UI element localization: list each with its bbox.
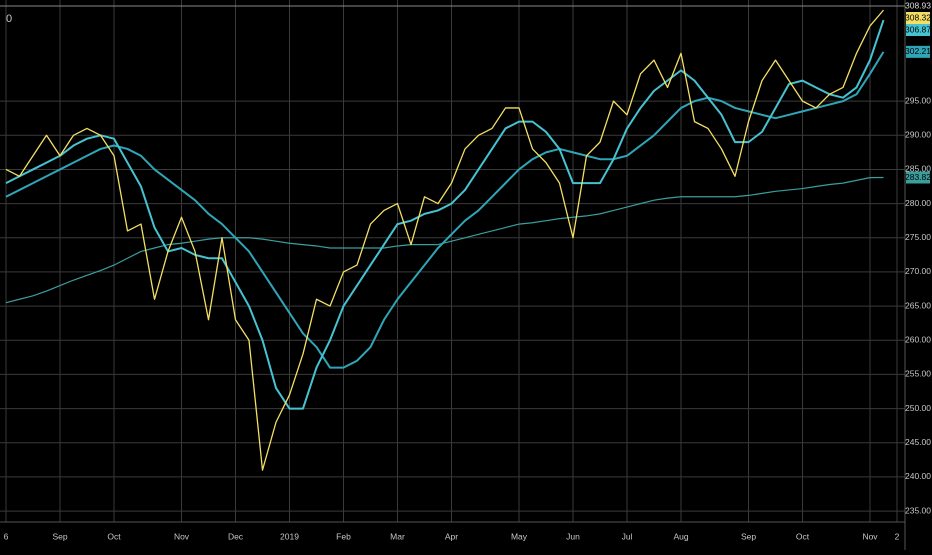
y-tick-label: 290.00 — [905, 130, 931, 140]
x-tick-label: Jun — [566, 531, 580, 541]
price-tag — [906, 0, 930, 12]
y-tick-label: 275.00 — [905, 232, 931, 242]
x-tick-label: Mar — [390, 531, 405, 541]
y-tick-label: 255.00 — [905, 369, 931, 379]
y-tick-label: 270.00 — [905, 266, 931, 276]
y-tick-label: 245.00 — [905, 437, 931, 447]
price-tag-label: 306.87 — [905, 24, 931, 34]
price-tag-label: 283.82 — [905, 172, 931, 182]
y-tick-label: 235.00 — [905, 505, 931, 515]
y-tick-label: 240.00 — [905, 471, 931, 481]
x-tick-label: Oct — [796, 531, 810, 541]
x-tick-label: Sep — [741, 531, 756, 541]
y-tick-label: 260.00 — [905, 335, 931, 345]
y-tick-label: 250.00 — [905, 403, 931, 413]
price-tag — [906, 12, 930, 24]
y-tick-label: 280.00 — [905, 198, 931, 208]
line-series — [5, 51, 885, 369]
x-tick-label: Feb — [336, 531, 351, 541]
line-series — [5, 19, 885, 410]
x-tick-label: Nov — [174, 531, 190, 541]
x-tick-label: Apr — [445, 531, 458, 541]
price-tag — [906, 171, 930, 184]
price-tag-label: 302.21 — [905, 46, 931, 56]
x-tick-label: May — [511, 531, 528, 541]
x-tick-label: 2019 — [280, 531, 299, 541]
x-tick-label: Nov — [862, 531, 878, 541]
corner-label: 0 — [6, 13, 12, 25]
x-tick-label: Oct — [107, 531, 121, 541]
price-tag — [906, 24, 930, 36]
x-tick-label: Aug — [673, 531, 688, 541]
line-series — [5, 176, 884, 304]
price-tag-label: 308.32 — [905, 12, 931, 22]
y-tick-label: 285.00 — [905, 164, 931, 174]
x-tick-label: 6 — [4, 531, 9, 541]
y-tick-label: 265.00 — [905, 300, 931, 310]
y-tick-label: 295.00 — [905, 95, 931, 105]
line-series — [5, 9, 884, 471]
x-tick-label: Sep — [52, 531, 67, 541]
x-tick-label: Jul — [622, 531, 633, 541]
x-tick-label: 2 — [895, 531, 900, 541]
price-tag-label: 308.93 — [905, 0, 931, 10]
x-tick-label: Dec — [228, 531, 244, 541]
price-tag — [906, 45, 930, 58]
